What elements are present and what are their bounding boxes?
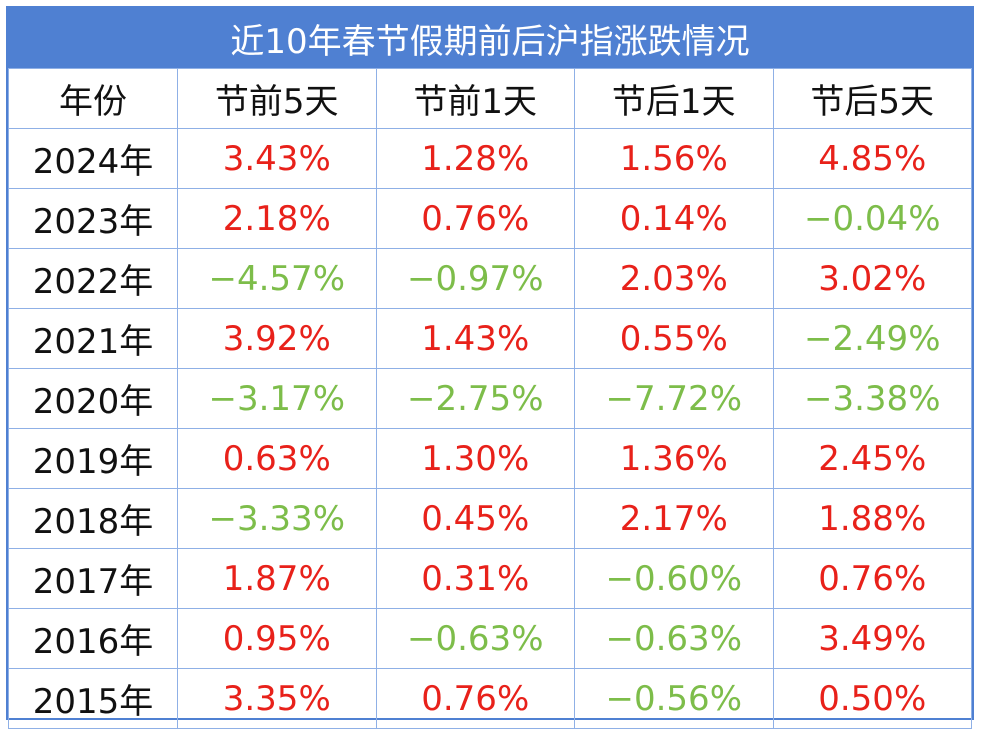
change-cell: −4.57% (177, 248, 377, 309)
change-cell: 4.85% (772, 128, 972, 189)
change-cell: −0.63% (375, 608, 575, 669)
change-cell: 1.36% (574, 428, 774, 489)
change-cell: 0.95% (177, 608, 377, 669)
change-cell: 0.14% (574, 188, 774, 249)
change-cell: 2.18% (177, 188, 377, 249)
header-cell: 节后1天 (574, 68, 774, 129)
data-row: 2019年 0.63% 1.30% 1.36% 2.45% (8, 428, 972, 489)
data-row: 2024年 3.43% 1.28% 1.56% 4.85% (8, 128, 972, 189)
change-cell: −0.97% (375, 248, 575, 309)
data-row: 2023年 2.18% 0.76% 0.14% −0.04% (8, 188, 972, 249)
year-cell: 2015年 (8, 668, 178, 729)
data-row: 2021年 3.92% 1.43% 0.55% −2.49% (8, 308, 972, 369)
year-cell: 2024年 (8, 128, 178, 189)
change-cell: 1.28% (375, 128, 575, 189)
year-cell: 2022年 (8, 248, 178, 309)
change-cell: 1.30% (375, 428, 575, 489)
change-cell: 1.87% (177, 548, 377, 609)
change-cell: −3.17% (177, 368, 377, 429)
change-cell: 3.02% (772, 248, 972, 309)
year-cell: 2019年 (8, 428, 178, 489)
header-cell: 节前5天 (177, 68, 377, 129)
data-row: 2017年 1.87% 0.31% −0.60% 0.76% (8, 548, 972, 609)
table-title: 近10年春节假期前后沪指涨跌情况 (8, 8, 972, 68)
year-cell: 2023年 (8, 188, 178, 249)
change-cell: 2.17% (574, 488, 774, 549)
change-cell: 0.31% (375, 548, 575, 609)
change-cell: 0.76% (772, 548, 972, 609)
change-cell: −0.63% (574, 608, 774, 669)
change-cell: 0.50% (772, 668, 972, 729)
year-cell: 2021年 (8, 308, 178, 369)
data-row: 2018年 −3.33% 0.45% 2.17% 1.88% (8, 488, 972, 549)
header-cell: 节后5天 (772, 68, 972, 129)
change-cell: 3.35% (177, 668, 377, 729)
data-row: 2022年 −4.57% −0.97% 2.03% 3.02% (8, 248, 972, 309)
change-cell: 0.76% (375, 668, 575, 729)
change-cell: 3.49% (772, 608, 972, 669)
table-card: 近10年春节假期前后沪指涨跌情况 年份 节前5天 节前1天 节后1天 节后5天 2024年… (6, 6, 974, 729)
change-cell: −0.56% (574, 668, 774, 729)
change-cell: −7.72% (574, 368, 774, 429)
data-row: 2020年 −3.17% −2.75% −7.72% −3.38% (8, 368, 972, 429)
header-cell: 年份 (8, 68, 178, 129)
year-cell: 2016年 (8, 608, 178, 669)
header-cell: 节前1天 (375, 68, 575, 129)
change-cell: 0.63% (177, 428, 377, 489)
change-cell: −3.38% (772, 368, 972, 429)
change-cell: −0.04% (772, 188, 972, 249)
change-cell: 2.03% (574, 248, 774, 309)
data-row: 2015年 3.35% 0.76% −0.56% 0.50% (8, 668, 972, 729)
change-cell: −2.49% (772, 308, 972, 369)
change-cell: 1.88% (772, 488, 972, 549)
change-cell: 0.76% (375, 188, 575, 249)
year-cell: 2020年 (8, 368, 178, 429)
data-table: 年份 节前5天 节前1天 节后1天 节后5天 2024年 3.43% 1.28% 1.56% 4.… (8, 68, 972, 729)
header-row: 年份 节前5天 节前1天 节后1天 节后5天 (8, 68, 972, 129)
year-cell: 2018年 (8, 488, 178, 549)
change-cell: −2.75% (375, 368, 575, 429)
change-cell: 1.56% (574, 128, 774, 189)
change-cell: 0.55% (574, 308, 774, 369)
change-cell: 2.45% (772, 428, 972, 489)
change-cell: 3.43% (177, 128, 377, 189)
change-cell: −3.33% (177, 488, 377, 549)
change-cell: 1.43% (375, 308, 575, 369)
change-cell: 3.92% (177, 308, 377, 369)
year-cell: 2017年 (8, 548, 178, 609)
change-cell: −0.60% (574, 548, 774, 609)
change-cell: 0.45% (375, 488, 575, 549)
data-row: 2016年 0.95% −0.63% −0.63% 3.49% (8, 608, 972, 669)
